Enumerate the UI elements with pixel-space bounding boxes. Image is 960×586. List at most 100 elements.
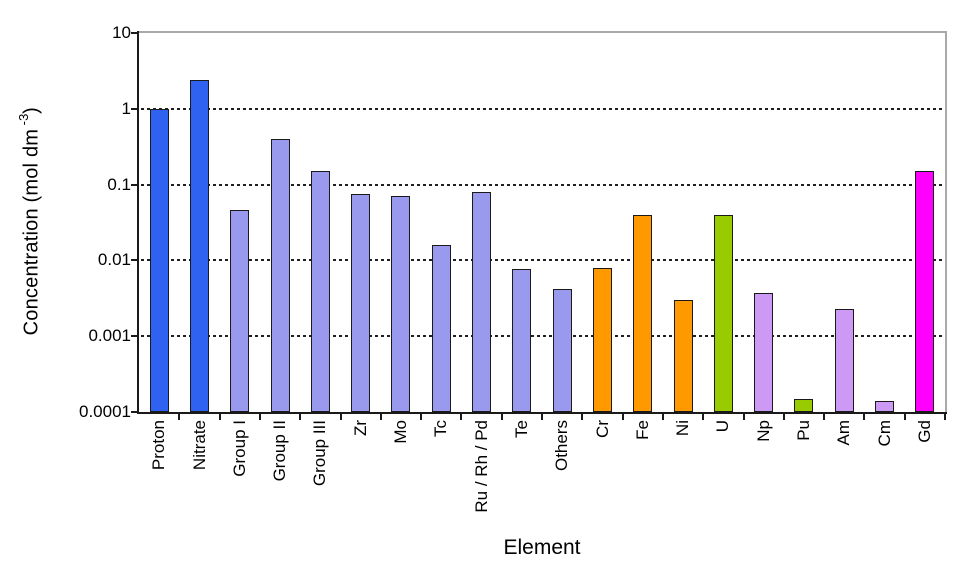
x-tick-mark [823, 414, 826, 420]
x-tick-label-text: Pu [794, 420, 814, 441]
x-tick-label-text: Ru / Rh / Pd [471, 420, 491, 513]
x-tick-label-text: Group II [270, 420, 290, 482]
bar-nitrate [189, 79, 209, 412]
y-tick-label: 10 [112, 23, 131, 43]
x-tick-label-text: U [713, 420, 733, 433]
bar-cm [875, 400, 895, 412]
x-tick-label-fe: Fe [623, 420, 663, 545]
x-tick-label-group-ii: Group II [260, 420, 300, 545]
bar-proton [149, 108, 169, 412]
x-tick-label-text: Cr [592, 420, 612, 438]
bar-tc [431, 244, 451, 412]
x-tick-label-text: Proton [149, 420, 169, 471]
y-axis-title-superscript: -3 [16, 114, 32, 127]
x-tick-label-cm: Cm [864, 420, 904, 545]
y-tick-label: 0.001 [88, 326, 131, 346]
x-tick-mark [661, 414, 664, 420]
x-tick-label-others: Others [542, 420, 582, 545]
x-tick-label-group-i: Group I [220, 420, 260, 545]
x-tick-mark [621, 414, 624, 420]
x-tick-label-text: Zr [350, 420, 370, 437]
x-tick-label-am: Am [824, 420, 864, 545]
x-tick-label-text: Nitrate [189, 420, 209, 471]
bar-pu [794, 398, 814, 412]
y-tick-mark [131, 183, 138, 186]
x-tick-label-ni: Ni [663, 420, 703, 545]
x-tick-label-text: Am [834, 420, 854, 446]
bar-zr [351, 194, 371, 412]
y-tick-mark [131, 335, 138, 338]
x-tick-mark [863, 414, 866, 420]
x-tick-mark [702, 414, 705, 420]
x-tick-label-u: U [703, 420, 743, 545]
bar-mo [391, 196, 411, 412]
x-tick-label-nitrate: Nitrate [179, 420, 219, 545]
bar-am [834, 308, 854, 412]
x-tick-mark [218, 414, 221, 420]
x-tick-mark [581, 414, 584, 420]
x-tick-label-ru-rh-pd: Ru / Rh / Pd [461, 420, 501, 545]
bar-np [754, 293, 774, 412]
bar-others [552, 288, 572, 412]
x-tick-mark [541, 414, 543, 420]
x-tick-label-text: Group I [229, 420, 249, 477]
x-tick-mark [903, 414, 906, 420]
x-tick-mark [460, 414, 463, 420]
x-tick-label-text: Tc [431, 420, 451, 437]
x-tick-mark [944, 414, 946, 420]
x-tick-mark [339, 414, 342, 420]
bar-group-ii [270, 138, 290, 412]
y-tick-mark [131, 107, 138, 110]
x-axis-line [137, 412, 947, 414]
x-tick-mark [782, 414, 785, 420]
bar-group-iii [310, 171, 330, 412]
x-tick-mark [178, 414, 181, 420]
y-tick-label: 0.1 [107, 174, 131, 194]
x-tick-label-text: Gd [914, 420, 934, 443]
x-tick-label-mo: Mo [381, 420, 421, 545]
x-tick-label-text: Np [753, 420, 773, 442]
y-tick-label: 1 [121, 98, 131, 118]
x-tick-mark [420, 414, 423, 420]
bar-ru-rh-pd [472, 191, 492, 412]
x-tick-label-cr: Cr [582, 420, 622, 545]
y-tick-label: 0.01 [97, 250, 131, 270]
x-tick-label-tc: Tc [421, 420, 461, 545]
x-tick-label-pu: Pu [784, 420, 824, 545]
bar-cr [592, 267, 612, 412]
bar-te [512, 269, 532, 412]
gridline [141, 107, 945, 110]
x-tick-label-text: Cm [874, 420, 894, 447]
x-tick-mark [500, 414, 503, 420]
y-tick-mark [131, 411, 138, 413]
bar-gd [915, 171, 935, 412]
gridline [141, 335, 945, 338]
x-tick-label-text: Others [552, 420, 572, 472]
x-tick-label-proton: Proton [139, 420, 179, 545]
y-tick-mark [131, 259, 138, 262]
x-tick-label-text: Te [511, 420, 531, 438]
y-axis-line [137, 31, 139, 414]
x-axis-title: Element [503, 536, 581, 559]
plot-area-frame [139, 31, 947, 412]
gridline [141, 183, 945, 186]
x-tick-label-zr: Zr [341, 420, 381, 545]
y-axis-title-suffix: ) [20, 107, 43, 115]
gridline [141, 259, 945, 262]
y-axis-title-text: Concentration (mol dm -3) [16, 107, 44, 335]
y-axis-title-prefix: Concentration (mol dm [20, 129, 43, 336]
x-tick-mark [742, 414, 745, 420]
y-tick-mark [131, 32, 138, 34]
x-tick-mark [258, 414, 261, 420]
y-tick-label: 0.0001 [79, 402, 131, 422]
y-axis-title: Concentration (mol dm -3) [4, 31, 56, 412]
x-tick-label-text: Ni [673, 420, 693, 437]
x-tick-label-text: Mo [391, 420, 411, 444]
x-tick-label-text: Group III [310, 420, 330, 487]
x-tick-label-np: Np [744, 420, 784, 545]
x-tick-label-group-iii: Group III [300, 420, 340, 545]
x-tick-label-text: Fe [632, 420, 652, 440]
bar-fe [633, 214, 653, 412]
bar-ni [673, 300, 693, 412]
